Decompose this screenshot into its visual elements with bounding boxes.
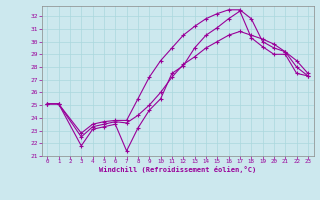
X-axis label: Windchill (Refroidissement éolien,°C): Windchill (Refroidissement éolien,°C) <box>99 166 256 173</box>
